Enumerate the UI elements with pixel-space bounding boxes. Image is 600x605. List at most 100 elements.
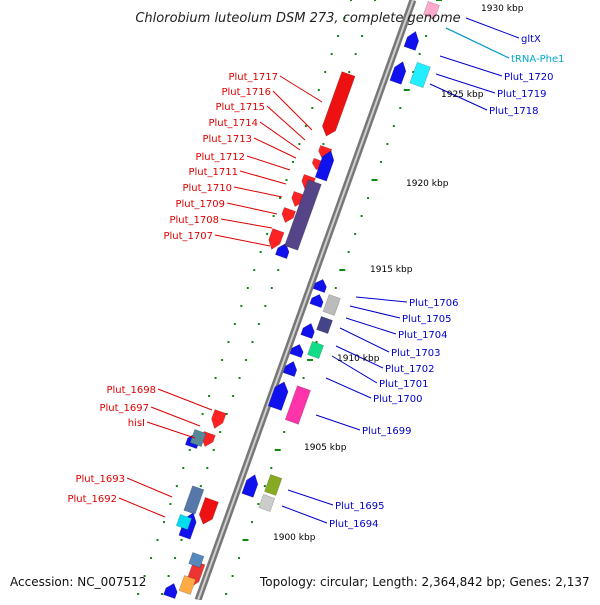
leader-line: [435, 73, 496, 94]
leader-line: [150, 406, 201, 427]
gene-label-right[interactable]: Plut_1703: [391, 348, 441, 359]
leader-line: [272, 90, 313, 131]
gene-label-right[interactable]: Plut_1720: [504, 72, 554, 83]
gene-label-right[interactable]: Plut_1695: [335, 501, 385, 512]
leader-line: [253, 137, 297, 159]
gene-feature-block: [264, 474, 283, 496]
gene-label-left[interactable]: Plut_1717: [228, 72, 278, 83]
gene-feature-block: [189, 429, 207, 447]
gene-feature-reverse: [309, 293, 324, 309]
leader-line: [126, 477, 173, 498]
accession-text: Accession: NC_007512: [10, 575, 146, 589]
gene-label-right[interactable]: Plut_1699: [362, 426, 412, 437]
leader-line: [331, 355, 378, 384]
leader-line: [279, 75, 323, 103]
gene-label-right[interactable]: Plut_1706: [409, 298, 459, 309]
gene-feature-forward: [268, 228, 285, 250]
gene-feature-reverse: [314, 150, 335, 182]
gene-feature-reverse: [241, 474, 259, 498]
ruler-label: 1900 kbp: [273, 533, 316, 543]
gene-feature-block: [258, 494, 276, 512]
leader-line: [220, 218, 273, 229]
gene-feature-block: [178, 575, 197, 595]
leader-line: [259, 121, 301, 151]
gene-label-right[interactable]: Plut_1694: [329, 519, 379, 530]
map-title: Chlorobium luteolum DSM 273, complete ge…: [135, 11, 460, 26]
gene-features: [163, 1, 440, 599]
gene-label-left[interactable]: Plut_1712: [195, 152, 245, 163]
gene-label-left[interactable]: Plut_1714: [208, 118, 258, 129]
leader-line: [349, 305, 401, 319]
ruler-label: 1915 kbp: [370, 265, 413, 275]
leader-line: [157, 388, 213, 411]
gene-feature-reverse: [312, 278, 327, 294]
gene-label-left[interactable]: Plut_1716: [221, 87, 271, 98]
gene-label-left[interactable]: Plut_1697: [99, 403, 149, 414]
backbone-highlight: [197, 0, 414, 601]
gene-feature-block: [284, 179, 322, 251]
gene-feature-forward: [198, 497, 219, 525]
gene-label-right[interactable]: Plut_1702: [385, 364, 435, 375]
leader-line: [339, 327, 390, 353]
gene-feature-reverse: [389, 61, 407, 85]
gene-label-right[interactable]: Plut_1701: [379, 379, 429, 390]
gene-label-left[interactable]: Plut_1708: [169, 215, 219, 226]
gene-label-left[interactable]: Plut_1707: [163, 231, 213, 242]
leader-line: [287, 489, 334, 506]
gene-label-left[interactable]: Plut_1711: [188, 167, 238, 178]
gene-label-right[interactable]: Plut_1704: [398, 330, 448, 341]
gene-feature-block: [316, 316, 333, 334]
gene-label-right[interactable]: Plut_1700: [373, 394, 423, 405]
leader-line: [214, 234, 271, 247]
gene-feature-forward: [281, 207, 296, 224]
gene-label-left[interactable]: Plut_1710: [182, 183, 232, 194]
gene-label-right[interactable]: Plut_1719: [497, 89, 547, 100]
ruler-label: 1920 kbp: [406, 179, 449, 189]
leader-line: [325, 377, 372, 399]
ruler-label: 1905 kbp: [304, 443, 347, 453]
gene-label-left[interactable]: Plut_1709: [175, 199, 225, 210]
leader-line: [281, 505, 328, 524]
gene-feature-reverse: [300, 322, 315, 339]
leader-line: [335, 345, 384, 369]
gene-feature-reverse: [275, 242, 290, 259]
tick-marks: [137, 0, 442, 595]
leader-line: [226, 202, 278, 215]
gene-label-right[interactable]: Plut_1705: [402, 314, 452, 325]
leader-line: [233, 186, 283, 198]
gene-label-left[interactable]: Plut_1692: [67, 494, 117, 505]
leader-line: [246, 155, 291, 171]
leader-line: [465, 17, 520, 39]
leader-line: [239, 170, 287, 185]
gene-label-left[interactable]: Plut_1713: [202, 134, 252, 145]
ruler-label: 1925 kbp: [441, 90, 484, 100]
gene-feature-block: [423, 1, 440, 19]
leader-line: [439, 55, 503, 77]
gene-feature-block: [188, 551, 205, 569]
gene-feature-reverse: [163, 582, 178, 599]
gene-label-left[interactable]: hisI: [128, 418, 145, 429]
gene-feature-reverse: [267, 381, 289, 411]
gene-label-right[interactable]: Plut_1718: [489, 106, 539, 117]
gene-label-left[interactable]: Plut_1715: [215, 102, 265, 113]
gene-label-left[interactable]: Plut_1693: [75, 474, 125, 485]
leader-line: [315, 414, 361, 431]
gene-feature-block: [307, 341, 324, 359]
gene-feature-reverse: [289, 343, 304, 359]
leader-line: [445, 27, 510, 59]
gene-feature-forward: [211, 409, 227, 429]
gene-feature-block: [409, 61, 431, 89]
gene-feature-block: [284, 385, 311, 425]
leader-line: [146, 421, 196, 439]
gene-feature-reverse: [282, 360, 298, 377]
gene-label-right[interactable]: gltX: [521, 34, 541, 45]
gene-label-right[interactable]: tRNA-Phe1: [511, 54, 564, 65]
gene-label-left[interactable]: Plut_1698: [106, 385, 156, 396]
gene-feature-block: [183, 485, 205, 515]
leader-line: [345, 317, 397, 335]
genome-backbone: [194, 0, 417, 602]
leader-line: [429, 83, 488, 111]
genome-summary-text: Topology: circular; Length: 2,364,842 bp…: [259, 575, 590, 589]
